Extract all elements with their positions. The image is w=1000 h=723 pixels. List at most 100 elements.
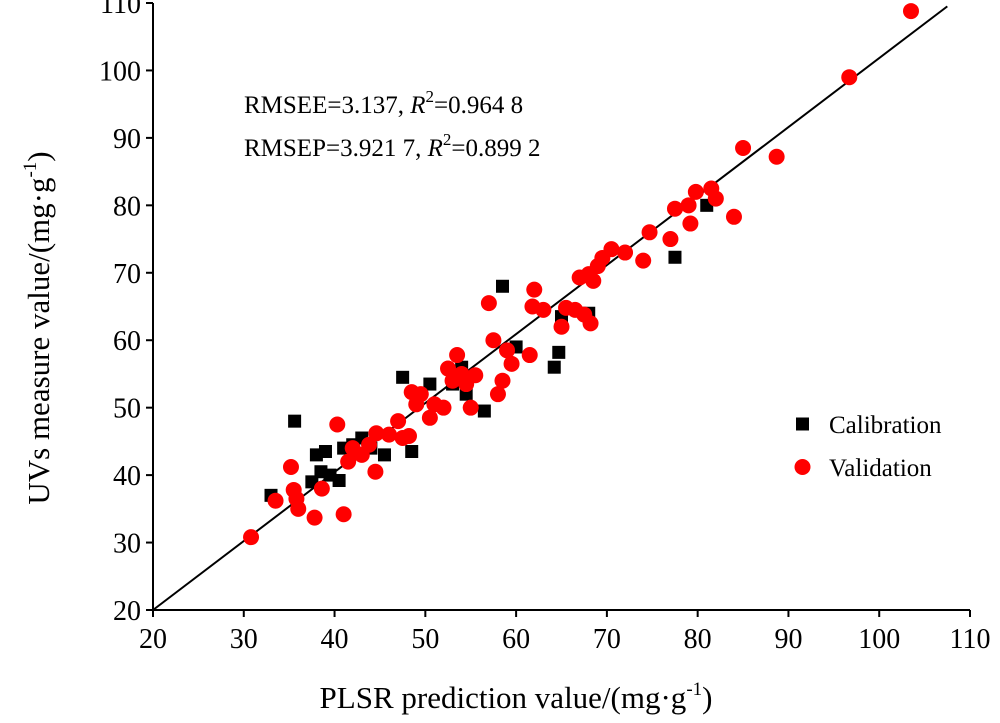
metric-annotation: RMSEE=3.137, R2=0.964 8: [244, 87, 523, 119]
validation-point: [489, 386, 506, 403]
y-tick-label: 50: [113, 394, 141, 425]
validation-point: [902, 3, 919, 20]
x-tick-label: 90: [774, 624, 802, 655]
validation-point: [535, 301, 552, 318]
validation-point: [412, 386, 429, 403]
validation-point: [768, 148, 785, 165]
series-calibration: [264, 198, 714, 502]
validation-point: [499, 342, 516, 359]
validation-point: [735, 140, 752, 157]
x-axis-title-main: PLSR prediction value/(mg·g: [320, 680, 687, 715]
x-tick-label: 100: [858, 624, 900, 655]
y-tick-label: 90: [113, 124, 141, 155]
legend-validation-marker: [794, 459, 811, 475]
y-axis-title-sup: -1: [20, 162, 41, 178]
validation-point: [435, 399, 452, 416]
r-exponent: 2: [443, 130, 452, 149]
metric-label: RMSEP=3.921 7,: [244, 135, 428, 162]
x-tick-label: 70: [593, 624, 621, 655]
calibration-point: [396, 370, 410, 384]
x-tick-label: 30: [230, 624, 258, 655]
r-symbol: R: [427, 135, 443, 162]
legend-label: Validation: [829, 455, 932, 482]
y-tick-label: 30: [113, 529, 141, 560]
axes: [152, 3, 970, 611]
validation-point: [467, 367, 484, 384]
validation-point: [462, 399, 479, 416]
validation-point: [367, 463, 384, 480]
metric-annotation: RMSEP=3.921 7, R2=0.899 2: [244, 130, 540, 162]
validation-point: [306, 509, 323, 526]
validation-point: [526, 281, 543, 298]
r-exponent: 2: [425, 87, 434, 106]
calibration-point: [552, 345, 566, 359]
r-symbol: R: [409, 92, 425, 119]
y-tick-label: 110: [100, 0, 141, 20]
validation-point: [617, 244, 634, 261]
validation-point: [282, 459, 299, 476]
validation-point: [440, 360, 457, 377]
y-tick-label: 60: [113, 326, 141, 357]
validation-point: [725, 208, 742, 225]
validation-point: [680, 197, 697, 214]
y-tick-label: 40: [113, 461, 141, 492]
validation-point: [662, 231, 679, 248]
validation-point: [585, 272, 602, 289]
y-tick-label: 20: [113, 596, 141, 627]
validation-point: [707, 190, 724, 207]
validation-point: [521, 347, 538, 364]
calibration-point: [332, 474, 346, 488]
calibration-point: [318, 445, 332, 459]
validation-point: [635, 252, 652, 269]
x-tick-label: 20: [139, 624, 167, 655]
validation-point: [682, 215, 699, 232]
y-axis-title-close: ): [21, 151, 56, 161]
y-tick-label: 80: [113, 191, 141, 222]
x-tick-label: 110: [950, 624, 991, 655]
legend: Calibration Validation: [794, 412, 942, 482]
validation-point: [329, 416, 346, 433]
calibration-point: [477, 404, 491, 418]
calibration-point: [377, 448, 391, 462]
validation-point: [335, 506, 352, 523]
validation-point: [449, 347, 466, 364]
legend-calibration-marker: [796, 417, 809, 431]
x-tick-label: 60: [502, 624, 530, 655]
validation-point: [503, 355, 520, 372]
validation-point: [368, 425, 385, 442]
validation-point: [340, 453, 357, 470]
validation-point: [290, 500, 307, 517]
y-axis-title: UVs measure value/(mg·g-1): [20, 151, 56, 504]
validation-point: [603, 241, 620, 258]
validation-point: [361, 436, 378, 453]
validation-point: [485, 332, 502, 349]
validation-point: [641, 224, 658, 241]
x-axis-title: PLSR prediction value/(mg·g-1): [320, 679, 713, 715]
y-axis-title-main: UVs measure value/(mg·g: [21, 178, 56, 505]
validation-point: [666, 200, 683, 217]
calibration-point: [668, 250, 682, 264]
validation-point: [494, 372, 511, 389]
calibration-point: [405, 445, 419, 459]
legend-label: Calibration: [829, 412, 942, 439]
validation-point: [841, 69, 858, 86]
validation-point: [480, 295, 497, 312]
validation-point: [267, 492, 284, 509]
calibration-point: [547, 360, 561, 374]
validation-point: [553, 318, 570, 335]
data-points: [243, 3, 919, 546]
metric-label: RMSEE=3.137,: [244, 92, 410, 119]
validation-point: [421, 409, 438, 426]
validation-point: [582, 315, 599, 332]
x-axis-title-sup: -1: [686, 679, 702, 700]
calibration-point: [423, 377, 437, 391]
validation-point: [400, 427, 417, 444]
validation-point: [390, 413, 407, 430]
metric-value: =0.899 2: [451, 135, 540, 162]
axis-ticks: 20 30 40 50 60 70 80 90 100 110 20 30 40 50 60 70 80 90 10…: [99, 0, 990, 655]
series-validation: [243, 3, 919, 546]
validation-point: [313, 480, 330, 497]
calibration-point: [288, 414, 302, 428]
